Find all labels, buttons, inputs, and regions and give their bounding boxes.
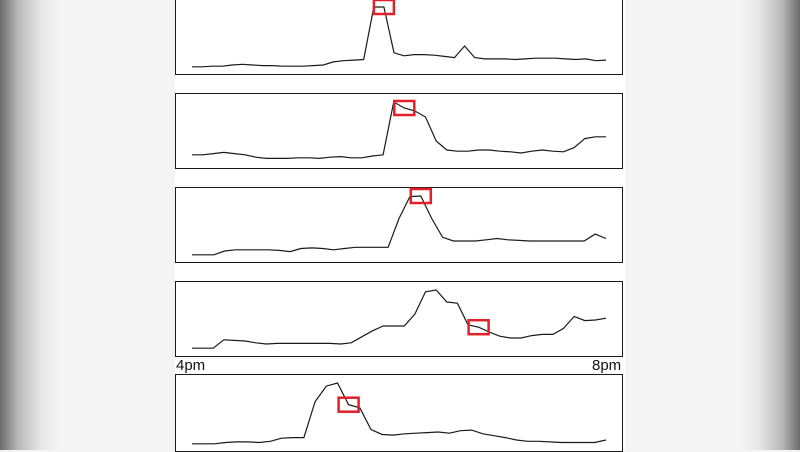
peak-marker-icon <box>337 396 360 413</box>
right-edge-shadow <box>740 0 800 450</box>
line-plot <box>192 187 607 256</box>
line-plot <box>192 382 607 445</box>
sparkline-chart-4 <box>175 281 623 357</box>
sparkline-chart-3 <box>175 187 623 263</box>
line-plot <box>192 0 607 68</box>
sparkline-chart-5 <box>175 374 623 452</box>
data-line <box>192 101 606 160</box>
peak-marker-icon <box>467 318 490 336</box>
data-line <box>192 289 607 349</box>
data-line <box>192 6 607 68</box>
peak-marker-icon <box>393 99 416 117</box>
left-edge-shadow <box>0 0 60 450</box>
peak-marker-icon <box>372 0 396 16</box>
peak-marker-icon <box>409 187 433 205</box>
sparkline-chart-2 <box>175 93 623 169</box>
x-axis-start-label: 4pm <box>176 357 206 374</box>
line-plot <box>192 99 606 160</box>
sparkline-chart-1 <box>175 0 623 75</box>
x-axis-end-label: 8pm <box>592 357 622 374</box>
data-line <box>192 382 607 445</box>
data-line <box>192 195 607 256</box>
line-plot <box>192 289 607 349</box>
